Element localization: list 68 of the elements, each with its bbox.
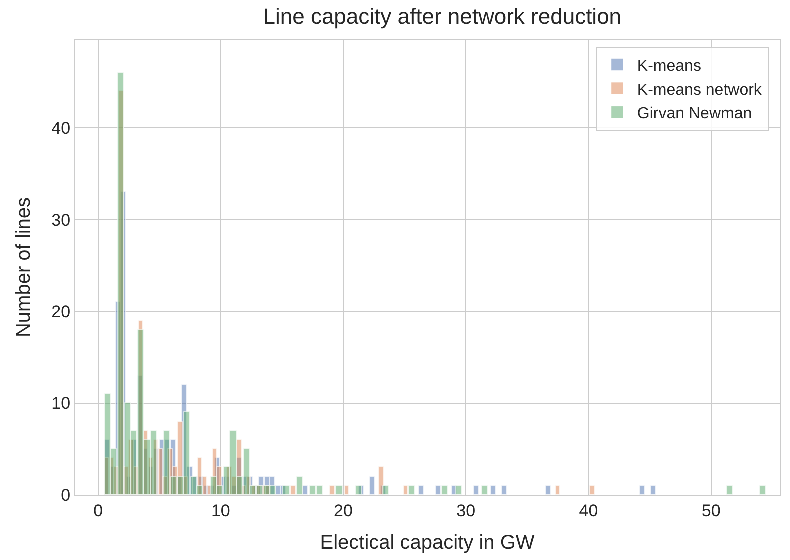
legend-label: Girvan Newman: [637, 106, 752, 123]
x-tick-label: 50: [702, 501, 721, 520]
bar: [236, 476, 243, 495]
bar: [726, 486, 733, 495]
bar: [474, 486, 479, 495]
bar: [104, 394, 111, 495]
bar: [158, 448, 163, 495]
bar: [418, 486, 424, 495]
chart-title: Line capacity after network reduction: [263, 4, 622, 29]
bar: [316, 486, 323, 495]
y-tick-label: 0: [61, 486, 71, 505]
bar: [590, 486, 595, 495]
x-axis-title: Electical capacity in GW: [320, 532, 535, 554]
bar: [456, 486, 462, 495]
x-tick-label: 20: [334, 501, 353, 520]
bar: [330, 486, 335, 495]
bar: [760, 486, 766, 495]
bar: [302, 486, 308, 495]
x-tick-label: 30: [456, 501, 476, 520]
bar: [442, 486, 448, 495]
x-tick-label: 10: [211, 501, 230, 520]
x-tick-label: 0: [94, 501, 104, 520]
bar: [404, 486, 408, 495]
bar: [290, 486, 296, 495]
bar: [244, 448, 250, 495]
bar: [296, 476, 303, 495]
bar: [138, 330, 144, 495]
bar: [110, 448, 117, 495]
bar: [546, 486, 551, 495]
y-tick-label: 40: [52, 119, 71, 138]
bar: [502, 486, 507, 495]
bar: [150, 430, 157, 495]
bar: [118, 72, 124, 495]
y-tick-label: 20: [52, 302, 71, 322]
bar: [196, 486, 203, 495]
bar: [224, 466, 230, 495]
bar: [144, 440, 151, 495]
bar: [130, 430, 137, 495]
bar: [170, 476, 177, 495]
bar: [336, 486, 343, 495]
bar: [650, 486, 656, 495]
bar: [436, 486, 441, 495]
y-tick-label: 30: [52, 210, 71, 230]
bar: [184, 412, 190, 495]
bar: [216, 486, 223, 495]
bar: [490, 486, 496, 495]
bar: [378, 466, 384, 495]
bar: [310, 486, 316, 495]
x-tick-label: 40: [579, 501, 598, 520]
bar: [382, 486, 389, 495]
bar: [408, 486, 415, 495]
legend-label: K-means network: [637, 82, 763, 99]
y-tick-label: 10: [52, 394, 71, 414]
bar: [282, 486, 290, 495]
bar: [482, 486, 488, 495]
bar: [356, 486, 362, 495]
bar: [270, 486, 276, 495]
legend-label: K-means: [637, 58, 702, 75]
bar: [202, 476, 207, 495]
bar: [210, 476, 217, 495]
bar: [640, 486, 645, 495]
bar: [370, 476, 375, 495]
y-axis-title: Number of lines: [13, 197, 36, 338]
bar: [124, 402, 131, 495]
bar: [164, 430, 170, 495]
bar: [344, 486, 349, 495]
bar: [230, 430, 237, 495]
bar: [556, 486, 560, 495]
